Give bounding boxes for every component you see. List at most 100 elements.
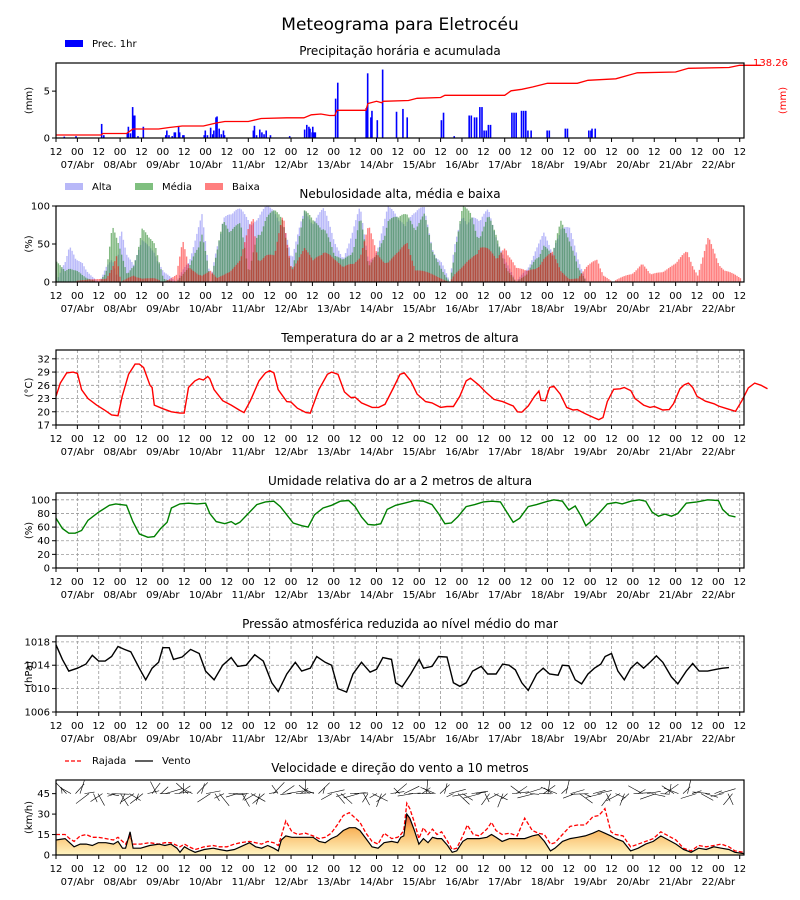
wind-direction-arrow — [615, 793, 626, 799]
cloud-bar-baixa — [674, 263, 677, 282]
cloud-bar-baixa — [515, 267, 518, 282]
cloud-bar-media — [426, 227, 429, 282]
cloud-bar-baixa — [308, 254, 311, 282]
x-day-label: 09/Abr — [146, 160, 180, 171]
wind-direction-arrow — [268, 791, 278, 794]
y-axis-label: (mm) — [24, 87, 35, 114]
x-tick-label: 00 — [456, 147, 469, 158]
x-tick-label: 12 — [605, 721, 618, 732]
cloud-bar-baixa — [548, 254, 550, 282]
x-tick-label: 12 — [92, 291, 105, 302]
wind-direction-arrow — [651, 793, 666, 797]
cloud-bar-baixa — [444, 280, 446, 282]
cloud-bar-media — [206, 260, 208, 282]
cloud-bar-baixa — [573, 278, 576, 282]
precip-bar — [588, 130, 590, 138]
x-tick-label: 00 — [199, 291, 212, 302]
cloud-bar-baixa — [274, 250, 277, 282]
x-day-label: 14/Abr — [360, 160, 394, 171]
cloud-bar-baixa — [291, 269, 294, 282]
cloud-bar-baixa — [464, 263, 466, 282]
x-tick-label: 12 — [648, 577, 661, 588]
x-day-label: 17/Abr — [488, 734, 522, 745]
cloud-bar-media — [315, 223, 318, 282]
x-day-label: 12/Abr — [274, 734, 308, 745]
x-tick-label: 12 — [520, 434, 533, 445]
y-tick-label: 0 — [44, 851, 50, 862]
cloud-bar-baixa — [78, 280, 80, 282]
x-day-label: 18/Abr — [531, 304, 565, 315]
cloud-bar-baixa — [426, 272, 429, 282]
x-tick-label: 12 — [733, 864, 746, 875]
wind-direction-arrow — [525, 788, 542, 794]
y-tick-label: 100 — [31, 202, 50, 213]
y-tick-label: 80 — [37, 509, 50, 520]
cloud-bar-baixa — [385, 262, 388, 282]
cloud-bar-baixa — [389, 260, 391, 282]
cloud-bar-baixa — [285, 233, 287, 282]
cloud-bar-media — [214, 257, 217, 282]
cloud-bar-media — [454, 252, 456, 282]
cloud-bar-media — [132, 266, 135, 282]
cloud-bar-baixa — [396, 253, 398, 282]
cloud-bar-baixa — [203, 274, 205, 282]
x-tick-label: 12 — [520, 864, 533, 875]
x-tick-label: 00 — [456, 434, 469, 445]
y-axis-label: (%) — [24, 522, 35, 539]
x-tick-label: 12 — [50, 291, 63, 302]
cloud-bar-baixa — [655, 272, 658, 282]
cloud-bar-baixa — [175, 274, 178, 282]
cloud-bar-baixa — [341, 266, 343, 282]
cloud-bar-media — [122, 260, 125, 282]
x-tick-label: 12 — [733, 721, 746, 732]
cloud-bar-baixa — [420, 270, 422, 282]
x-tick-label: 12 — [648, 291, 661, 302]
plot-frame — [55, 205, 745, 283]
cloud-bar-baixa — [314, 258, 316, 282]
x-day-label: 08/Abr — [103, 304, 137, 315]
wind-direction-arrow — [90, 793, 103, 802]
legend-item-baixa: Baixa — [205, 182, 260, 193]
x-tick-label: 00 — [71, 864, 84, 875]
cloud-bar-media — [444, 274, 446, 282]
cloud-bar-media — [158, 262, 160, 282]
cloud-bar-baixa — [585, 266, 588, 282]
cloud-bar-baixa — [138, 277, 140, 282]
cloud-bar-baixa — [462, 265, 465, 282]
cloud-bar-baixa — [719, 266, 721, 282]
cloud-bar-baixa — [127, 277, 130, 282]
cloud-bar-baixa — [232, 268, 234, 282]
x-day-label: 14/Abr — [360, 590, 394, 601]
wind-direction-arrow — [646, 791, 661, 794]
cloud-bar-baixa — [235, 264, 237, 282]
cloud-bar-baixa — [457, 270, 460, 282]
cloud-bar-baixa — [167, 280, 169, 282]
cloud-bar-baixa — [671, 265, 673, 282]
cloud-bar-alta — [69, 247, 72, 282]
cloud-bar-baixa — [696, 275, 699, 282]
x-tick-label: 00 — [114, 291, 127, 302]
x-tick-label: 12 — [691, 434, 704, 445]
panel-clouds: Nebulosidade alta, média e baixa(%)12 000… — [24, 187, 746, 315]
cloud-bar-baixa — [705, 244, 707, 282]
panel-title: Precipitação horária e acumulada — [299, 44, 501, 58]
cloud-bar-baixa — [594, 260, 596, 282]
cloud-bar-baixa — [90, 279, 92, 282]
cloud-bar-baixa — [319, 255, 321, 282]
x-tick-label: 00 — [498, 577, 511, 588]
cloud-bar-baixa — [326, 253, 328, 282]
cloud-bar-baixa — [214, 276, 217, 282]
cloud-bar-baixa — [556, 263, 559, 282]
x-tick-label: 12 — [50, 864, 63, 875]
x-tick-label: 00 — [584, 291, 597, 302]
precip-bar — [453, 136, 456, 138]
cloud-bar-media — [62, 269, 65, 282]
precip-bar — [222, 130, 225, 138]
wind-direction-arrow — [403, 785, 420, 794]
precip-bar — [213, 130, 215, 138]
cloud-bar-media — [305, 211, 307, 282]
cloud-bar-baixa — [218, 277, 220, 282]
x-tick-label: 12 — [263, 291, 276, 302]
cloud-bar-baixa — [679, 257, 682, 282]
x-day-label: 15/Abr — [403, 877, 437, 888]
